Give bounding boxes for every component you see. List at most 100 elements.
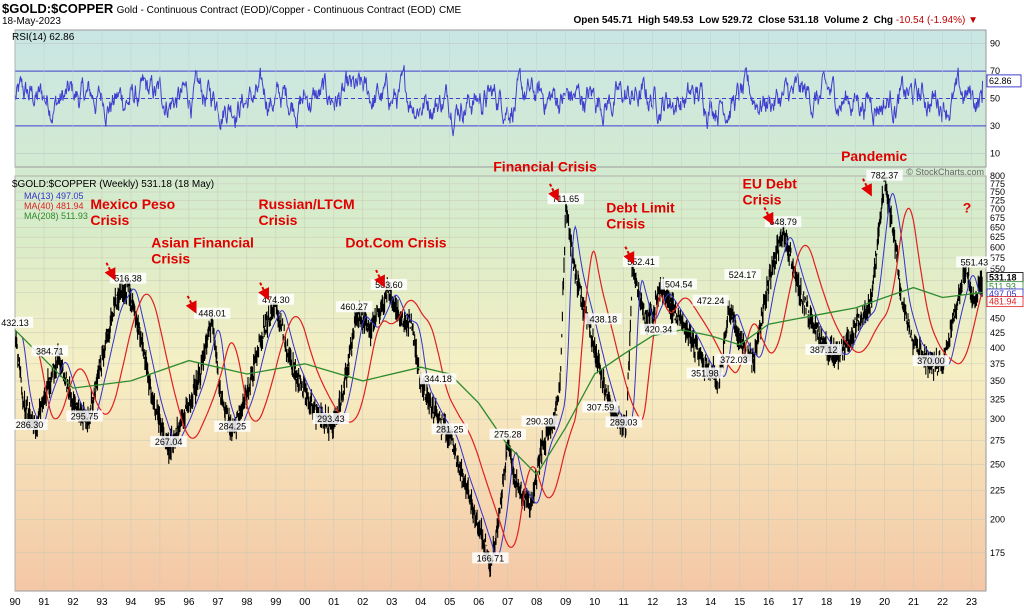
high-label: High [638,15,661,26]
x-tick-label: 11 [618,597,629,608]
low-label: Low [699,15,720,26]
x-tick-label: 96 [183,597,195,608]
price-tick-label: 600 [990,242,1005,252]
annotation-label: Dot.Com Crisis [345,234,446,250]
x-tick-label: 12 [647,597,659,608]
x-tick-label: 22 [937,597,949,608]
price-label-bg [150,436,187,448]
price-tick-label: 450 [990,314,1005,324]
annotation-label: Pandemic [841,148,907,164]
price-label: 504.54 [665,280,693,290]
annotation-label: Russian/LTCM [258,196,354,212]
last-value-label: 511.93 [989,282,1016,292]
annotation-label: Crisis [606,216,645,232]
rsi-last-label: 62.86 [989,76,1012,86]
last-value-label: 531.18 [989,273,1017,283]
annotation-label: Crisis [743,192,782,208]
exchange: CME [438,5,462,16]
price-label: 290.30 [526,417,554,427]
price-label-bg [805,344,842,356]
price-label: 293.43 [317,414,345,424]
price-label-bg [370,279,408,291]
price-label-bg [257,293,295,305]
x-tick-label: 98 [241,597,253,608]
annotation-label: Crisis [151,250,190,266]
x-tick-label: 09 [560,597,572,608]
rsi-tick-label: 30 [990,121,1000,131]
price-label: 351.98 [691,369,719,379]
x-tick-label: 08 [531,597,543,608]
price-label: 711.65 [552,194,579,204]
price-tick-label: 750 [990,187,1005,197]
x-tick-label: 18 [821,597,833,608]
ohlc-readout: Open 545.71 High 549.53 Low 529.72 Close… [574,15,978,26]
price-label: 387.12 [810,345,838,355]
price-label-bg [585,313,622,325]
price-label: 307.59 [587,402,615,412]
down-arrow-icon: ▼ [968,15,978,26]
legend-ma40: MA(40) 481.94 [24,201,84,211]
price-label: 267.04 [155,437,183,447]
x-tick-label: 97 [212,597,224,608]
rsi-tick-label: 70 [990,66,1000,76]
price-label: 782.37 [871,171,899,181]
price-label-bg [0,316,34,328]
price-label: 438.18 [590,314,618,324]
x-tick-label: 03 [386,597,398,608]
price-label: 552.41 [627,257,655,267]
price-label: 474.30 [262,295,290,305]
price-title: $GOLD:$COPPER (Weekly) 531.18 (18 May) [12,179,214,190]
price-label-bg [912,355,950,367]
price-label: 166.71 [477,553,505,563]
x-tick-label: 95 [154,597,166,608]
price-label-bg [764,216,802,228]
legend-ma13: MA(13) 497.05 [24,191,84,201]
price-label: 503.60 [375,280,403,290]
price-label: 289.03 [610,417,638,427]
price-label: 284.25 [219,422,247,432]
price-label-bg [66,410,103,422]
x-tick-label: 00 [299,597,311,608]
price-label: 648.79 [769,217,797,227]
ma208-line [14,286,983,476]
price-label-bg [431,423,468,435]
price-tick-label: 425 [990,328,1005,338]
price-label: 420.34 [645,325,673,335]
x-tick-label: 19 [850,597,862,608]
price-tick-label: 275 [990,436,1005,446]
x-tick-label: 21 [908,597,920,608]
price-label-bg [472,552,509,564]
price-label: 432.13 [1,318,29,328]
x-tick-label: 10 [589,597,601,608]
price-label: 344.18 [424,374,452,384]
annotation-label: Crisis [90,212,129,228]
price-label: 295.75 [71,411,99,421]
x-tick-label: 23 [966,597,978,608]
ma13-line [21,192,983,557]
price-panel: 1752002252502753003253503754004254505005… [0,148,1024,592]
price-label: 370.00 [917,356,945,366]
chart-date: 18-May-2023 [2,16,61,27]
x-tick-label: 14 [705,597,717,608]
x-tick-label: 92 [67,597,79,608]
x-tick-label: 91 [38,597,50,608]
annotation-label: ? [963,200,972,216]
price-tick-label: 575 [990,253,1005,263]
price-tick-label: 225 [990,485,1005,495]
annotation-arrow [185,295,197,314]
price-label: 384.71 [36,346,64,356]
annotation-arrow [861,178,872,197]
price-label-bg [489,428,526,440]
open-label: Open [573,15,600,26]
price-label: 551.43 [961,257,989,267]
price-label: 472.24 [697,296,725,306]
symbol-description: Gold - Continuous Contract (EOD)/Copper … [116,5,436,16]
x-axis: 90 91 92 93 94 95 96 97 98 99 00 01 02 03 04 05 06 07 08 09… [9,597,977,608]
price-tick-label: 400 [990,343,1005,353]
x-tick-label: 94 [125,597,137,608]
annotation-label: EU Debt [743,176,798,192]
x-tick-label: 04 [415,597,427,608]
price-label-bg [582,401,619,413]
price-label: 275.28 [494,430,522,440]
chg-label: Chg [873,15,894,26]
